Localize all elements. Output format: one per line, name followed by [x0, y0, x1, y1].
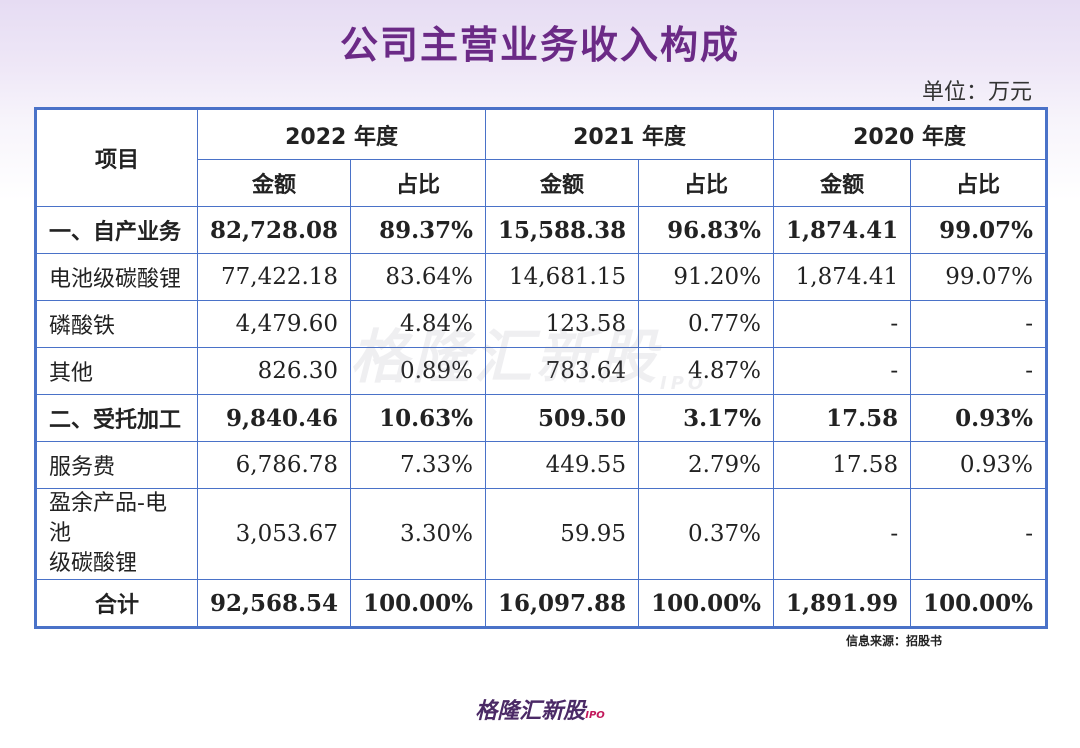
cell-share: 91.20% [638, 253, 775, 301]
cell-amount: 1,891.99 [773, 579, 912, 628]
cell-amount: 6,786.78 [197, 441, 352, 489]
table-row: 磷酸铁 4,479.60 4.84% 123.58 0.77% - - [34, 300, 1047, 348]
table-row: 电池级碳酸锂 77,422.18 83.64% 14,681.15 91.20%… [34, 253, 1047, 301]
header-item: 项目 [34, 108, 199, 207]
cell-amount: 77,422.18 [197, 253, 352, 301]
header-amount: 金额 [773, 159, 912, 207]
cell-amount: 59.95 [485, 488, 640, 580]
cell-share: 100.00% [638, 579, 775, 628]
row-label: 其他 [34, 347, 199, 395]
cell-share: 10.63% [350, 394, 487, 442]
cell-share: - [910, 347, 1047, 395]
cell-share: 0.93% [910, 441, 1047, 489]
cell-share: 0.37% [638, 488, 775, 580]
table-row-total: 合计 92,568.54 100.00% 16,097.88 100.00% 1… [34, 579, 1047, 628]
cell-amount: 4,479.60 [197, 300, 352, 348]
table-row: 二、受托加工 9,840.46 10.63% 509.50 3.17% 17.5… [34, 394, 1047, 442]
row-label: 二、受托加工 [34, 394, 199, 442]
cell-share: 4.87% [638, 347, 775, 395]
cell-amount: 123.58 [485, 300, 640, 348]
cell-amount: 1,874.41 [773, 206, 912, 254]
cell-share: 4.84% [350, 300, 487, 348]
cell-amount: 14,681.15 [485, 253, 640, 301]
cell-amount: 3,053.67 [197, 488, 352, 580]
cell-amount: 15,588.38 [485, 206, 640, 254]
cell-share: 96.83% [638, 206, 775, 254]
cell-amount: 17.58 [773, 441, 912, 489]
brand-logo: 格隆汇新股IPO [0, 693, 1080, 725]
table-row: 其他 826.30 0.89% 783.64 4.87% - - [34, 347, 1047, 395]
cell-share: 0.89% [350, 347, 487, 395]
cell-amount: 449.55 [485, 441, 640, 489]
header-amount: 金额 [485, 159, 640, 207]
cell-share: - [910, 300, 1047, 348]
row-label-line: 级碳酸锂 [49, 551, 138, 576]
page-title: 公司主营业务收入构成 [339, 23, 740, 67]
logo-sub: IPO [585, 710, 605, 721]
cell-share: 3.30% [350, 488, 487, 580]
logo-text: 格隆汇新股 [475, 699, 586, 724]
table-row: 盈余产品-电池 级碳酸锂 3,053.67 3.30% 59.95 0.37% … [34, 488, 1047, 580]
cell-amount: 92,568.54 [197, 579, 352, 628]
cell-amount: 82,728.08 [197, 206, 352, 254]
cell-share: 99.07% [910, 206, 1047, 254]
cell-amount: 509.50 [485, 394, 640, 442]
header-year-2022: 2022 年度 [197, 108, 487, 160]
source-note: 信息来源：招股书 [845, 634, 942, 648]
cell-share: 7.33% [350, 441, 487, 489]
row-label: 合计 [34, 579, 199, 628]
cell-amount: 17.58 [773, 394, 912, 442]
cell-share: 0.77% [638, 300, 775, 348]
table-row: 一、自产业务 82,728.08 89.37% 15,588.38 96.83%… [34, 206, 1047, 254]
cell-amount: - [773, 347, 912, 395]
row-label: 盈余产品-电池 级碳酸锂 [34, 488, 199, 580]
row-label: 电池级碳酸锂 [34, 253, 199, 301]
row-label-line: 盈余产品-电池 [49, 491, 167, 546]
header-share: 占比 [350, 159, 487, 207]
table-row: 服务费 6,786.78 7.33% 449.55 2.79% 17.58 0.… [34, 441, 1047, 489]
cell-share: 89.37% [350, 206, 487, 254]
cell-share: 3.17% [638, 394, 775, 442]
header-year-2020: 2020 年度 [773, 108, 1047, 160]
cell-amount: - [773, 300, 912, 348]
cell-share: 83.64% [350, 253, 487, 301]
header-row-sub: 金额 占比 金额 占比 金额 占比 [36, 159, 1047, 207]
header-share: 占比 [910, 159, 1047, 207]
cell-amount: 1,874.41 [773, 253, 912, 301]
row-label: 磷酸铁 [34, 300, 199, 348]
header-amount: 金额 [197, 159, 352, 207]
header-row-years: 项目 2022 年度 2021 年度 2020 年度 [34, 108, 1047, 207]
cell-share: 2.79% [638, 441, 775, 489]
cell-amount: 826.30 [197, 347, 352, 395]
row-label: 一、自产业务 [34, 206, 199, 254]
cell-amount: - [773, 488, 912, 580]
cell-share: 99.07% [910, 253, 1047, 301]
cell-amount: 16,097.88 [485, 579, 640, 628]
revenue-table: 项目 2022 年度 2021 年度 2020 年度 金额 占比 金额 占比 金… [34, 107, 1048, 629]
header-year-2021: 2021 年度 [485, 108, 775, 160]
cell-amount: 9,840.46 [197, 394, 352, 442]
cell-share: 0.93% [910, 394, 1047, 442]
unit-label: 单位：万元 [921, 80, 1032, 105]
header-share: 占比 [638, 159, 775, 207]
cell-share: 100.00% [910, 579, 1047, 628]
cell-amount: 783.64 [485, 347, 640, 395]
row-label: 服务费 [34, 441, 199, 489]
cell-share: 100.00% [350, 579, 487, 628]
cell-share: - [910, 488, 1047, 580]
